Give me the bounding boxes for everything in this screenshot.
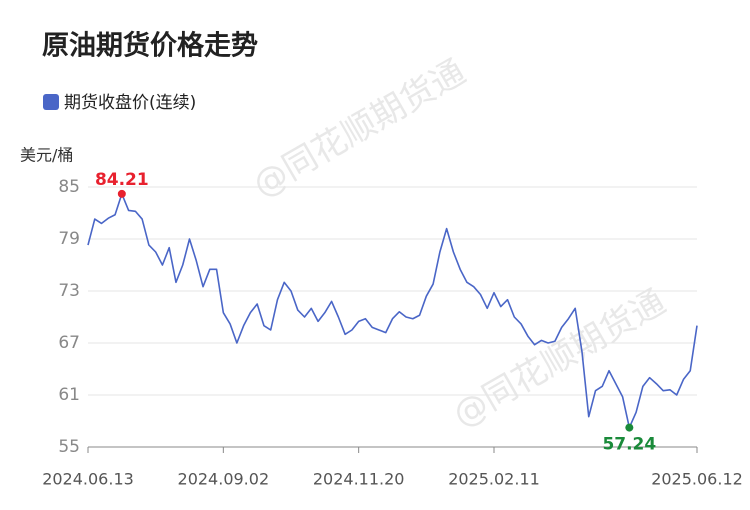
price-line (87, 193, 698, 429)
x-tick-label: 2024.06.13 (42, 470, 134, 489)
watermark: @同花顺期货通 (246, 52, 472, 206)
chart-title: 原油期货价格走势 (42, 30, 258, 62)
min-label: 57.24 (602, 435, 656, 455)
x-tick-label: 2025.06.12 (651, 470, 743, 489)
x-tick-label: 2024.11.20 (313, 470, 405, 489)
legend-label: 期货收盘价(连续) (64, 93, 196, 113)
x-tick-label: 2025.02.11 (448, 470, 540, 489)
y-tick-label: 67 (58, 333, 80, 353)
y-tick-label: 55 (58, 437, 80, 457)
y-tick-label: 85 (58, 177, 80, 197)
x-tick-label: 2024.09.02 (178, 470, 270, 489)
y-tick-label: 79 (58, 229, 80, 249)
watermark: @同花顺期货通 (446, 282, 672, 436)
y-axis-label: 美元/桶 (20, 146, 73, 165)
y-tick-label: 61 (58, 385, 80, 405)
legend-swatch (43, 94, 59, 110)
max-label: 84.21 (95, 170, 149, 190)
min-point (625, 423, 634, 432)
y-tick-label: 73 (58, 281, 80, 301)
max-point (117, 189, 126, 198)
